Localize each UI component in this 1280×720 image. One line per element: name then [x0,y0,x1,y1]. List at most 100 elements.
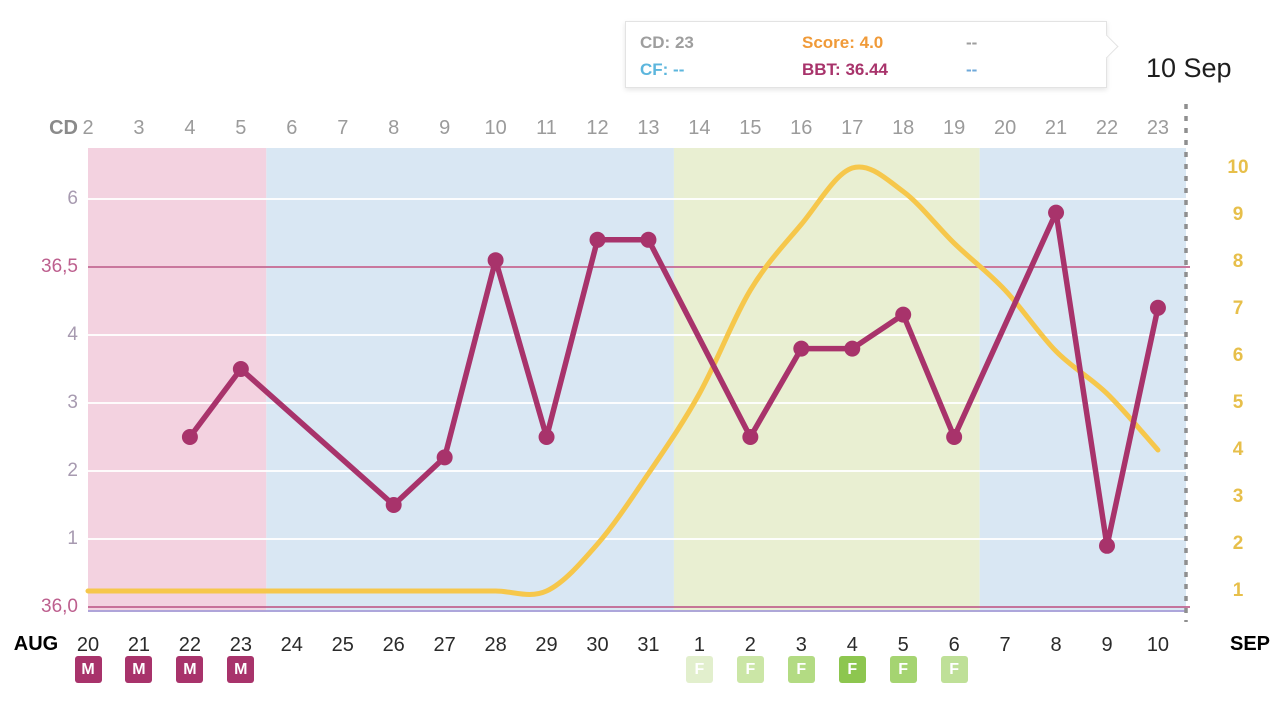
day-label[interactable]: 6 [948,634,960,656]
day-label[interactable]: 28 [484,634,507,656]
fertile-marker[interactable]: F [685,656,713,683]
cd-axis-title: CD [49,117,78,139]
bbt-point[interactable] [1099,537,1115,554]
right-axis-label: 2 [1232,533,1244,554]
right-axis-label: 8 [1232,251,1244,272]
phase-band-menstruation [88,148,267,612]
bbt-point[interactable] [487,252,504,269]
right-axis-label: 4 [1232,439,1244,460]
day-label[interactable]: 10 [1146,634,1170,656]
cd-axis-label: 10 [484,117,507,139]
day-label[interactable]: 21 [127,634,151,656]
tooltip-extra-1: -- [966,33,978,52]
cd-axis-label: 13 [637,117,660,139]
cd-axis-label: 17 [841,117,864,139]
cd-axis-label: 21 [1044,117,1068,139]
day-label[interactable]: 31 [637,634,660,656]
bbt-point[interactable] [844,340,861,357]
left-axis-score-label: 4 [67,324,78,345]
phase-band-preovulatory [266,148,674,612]
left-axis-score-label: 2 [67,460,78,481]
bbt-point[interactable] [538,429,555,445]
bbt-point[interactable] [1048,204,1065,221]
right-axis-label: 1 [1232,580,1244,601]
tooltip-score-value: Score: 4.0 [802,33,884,52]
cd-axis-label: 7 [337,117,349,139]
fertile-marker[interactable]: F [889,656,917,683]
tooltip-cd-value: CD: 23 [640,33,694,52]
day-label[interactable]: 24 [280,634,303,656]
bbt-point[interactable] [385,497,402,513]
bbt-point[interactable] [232,361,249,377]
right-axis-label: 3 [1232,486,1244,507]
day-label[interactable]: 9 [1101,634,1113,656]
month-label-end: SEP [1229,633,1271,655]
day-label[interactable]: 25 [331,634,354,656]
bbt-point[interactable] [436,449,453,466]
cd-axis-label: 11 [536,117,557,139]
cd-axis-label: 23 [1146,117,1170,139]
day-label[interactable]: 30 [586,634,609,656]
bbt-point[interactable] [589,231,606,248]
cd-axis-label: 9 [439,117,451,139]
cd-axis-label: 6 [286,117,298,139]
left-axis-score-label: 6 [67,188,78,209]
menstruation-marker[interactable]: M [125,656,153,683]
right-axis-label: 10 [1227,157,1249,178]
cd-axis-label: 18 [892,117,915,139]
bbt-point[interactable] [742,429,759,445]
day-label[interactable]: 7 [999,634,1011,656]
bbt-point[interactable] [793,340,810,357]
day-label[interactable]: 26 [382,634,405,656]
day-label[interactable]: 1 [693,634,705,656]
day-label[interactable]: 29 [535,634,558,656]
day-label[interactable]: 23 [229,634,252,656]
fertile-marker[interactable]: F [940,656,968,683]
bbt-point[interactable] [895,306,912,323]
right-axis-label: 7 [1232,298,1244,319]
menstruation-marker[interactable]: M [176,656,204,683]
right-axis-label: 5 [1232,392,1244,413]
cd-axis-label: 20 [993,117,1017,139]
cd-axis-label: 8 [388,117,400,139]
cd-axis-label: 12 [586,117,609,139]
menstruation-marker[interactable]: M [227,656,255,683]
right-axis-label: 6 [1232,345,1244,366]
current-date-label: 10 Sep [1146,53,1232,83]
cd-axis-label: 3 [133,117,145,139]
cd-axis-label: 4 [184,117,196,139]
cd-axis-label: 15 [739,117,762,139]
cd-axis-label: 5 [235,117,247,139]
bbt-point[interactable] [181,429,198,445]
day-label[interactable]: 4 [846,634,858,656]
left-axis-score-label: 3 [67,392,78,413]
menstruation-marker[interactable]: M [74,656,102,683]
day-label[interactable]: 22 [178,634,202,656]
cd-axis-label: 19 [943,117,966,139]
cd-axis-label: 22 [1095,117,1119,139]
bbt-point[interactable] [640,231,657,248]
fertile-marker[interactable]: F [736,656,764,683]
tooltip-cf-value: CF: -- [640,60,685,79]
cd-axis-label: 14 [688,117,711,139]
left-axis-temp-label: 36,0 [41,596,78,617]
left-axis-score-label: 1 [67,528,78,549]
day-label[interactable]: 27 [433,634,456,656]
day-label[interactable]: 2 [744,634,756,656]
day-label[interactable]: 3 [795,634,807,656]
day-label[interactable]: 20 [76,634,100,656]
bbt-point[interactable] [1149,299,1166,316]
day-info-tooltip: CD: 23 Score: 4.0 -- CF: -- BBT: 36.44 -… [625,21,1119,88]
tooltip-extra-2: -- [966,60,978,79]
fertile-marker[interactable]: F [838,656,866,683]
cd-axis-label: 2 [82,117,94,139]
day-label[interactable]: 5 [897,634,909,656]
score-line [85,164,1161,597]
day-label[interactable]: 8 [1050,634,1062,656]
bbt-point[interactable] [946,429,963,445]
fertile-marker[interactable]: F [787,656,815,683]
month-label-start: AUG [13,633,59,655]
left-axis-temp-label: 36,5 [41,256,78,277]
